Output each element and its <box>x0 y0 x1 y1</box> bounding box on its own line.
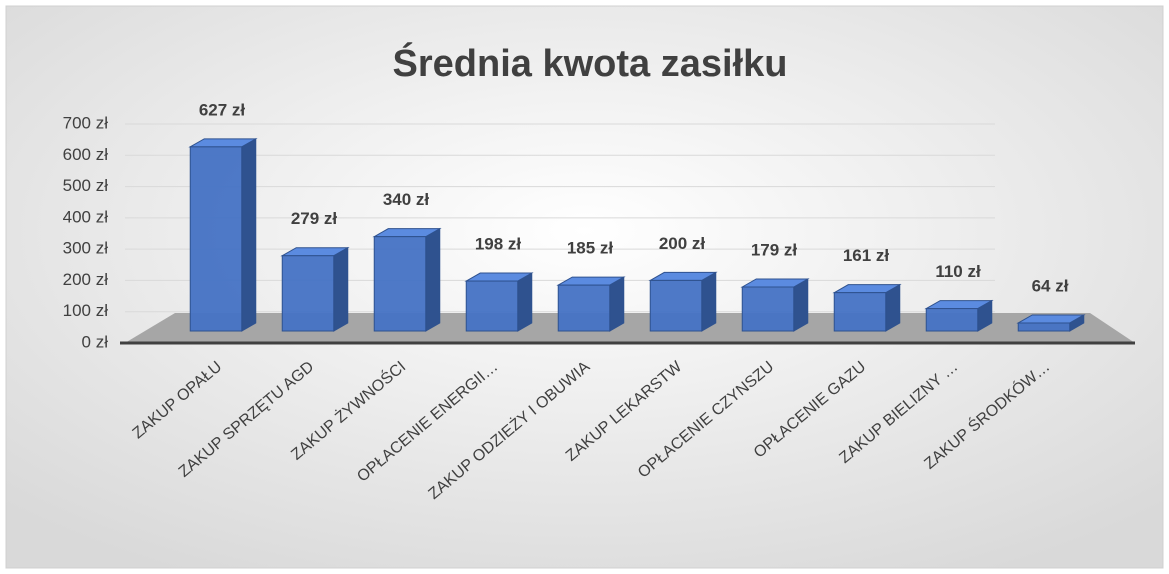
value-label: 198 zł <box>475 235 522 254</box>
bar-side <box>241 137 257 332</box>
bar-side <box>425 227 441 332</box>
bar <box>557 284 611 332</box>
value-label: 179 zł <box>751 240 798 259</box>
bar-side <box>701 271 717 332</box>
y-tick-label: 500 zł <box>63 176 109 195</box>
y-tick-label: 0 zł <box>82 332 109 351</box>
bar-side <box>609 276 625 332</box>
bar-side <box>793 278 809 332</box>
y-tick-label: 300 zł <box>63 239 109 258</box>
y-tick-label: 400 zł <box>63 207 109 226</box>
bar <box>465 280 519 332</box>
bar <box>189 146 243 332</box>
y-tick-label: 100 zł <box>63 301 109 320</box>
bar <box>649 279 703 332</box>
y-tick-label: 600 zł <box>63 145 109 164</box>
value-label: 627 zł <box>199 100 246 119</box>
chart-title: Średnia kwota zasiłku <box>393 41 788 85</box>
bar <box>373 236 427 332</box>
value-label: 64 zł <box>1032 276 1069 295</box>
value-label: 185 zł <box>567 239 614 258</box>
value-label: 161 zł <box>843 246 890 265</box>
value-label: 279 zł <box>291 209 338 228</box>
bar <box>925 308 979 332</box>
bar <box>1017 322 1071 332</box>
value-label: 340 zł <box>383 190 430 209</box>
value-label: 110 zł <box>935 262 981 281</box>
y-tick-label: 700 zł <box>63 113 109 132</box>
bar-side <box>517 272 533 332</box>
bar <box>281 255 335 332</box>
bar-side <box>333 246 349 332</box>
value-label: 200 zł <box>659 234 706 253</box>
y-tick-label: 200 zł <box>63 270 109 289</box>
bar <box>833 292 887 332</box>
bar <box>741 286 795 332</box>
